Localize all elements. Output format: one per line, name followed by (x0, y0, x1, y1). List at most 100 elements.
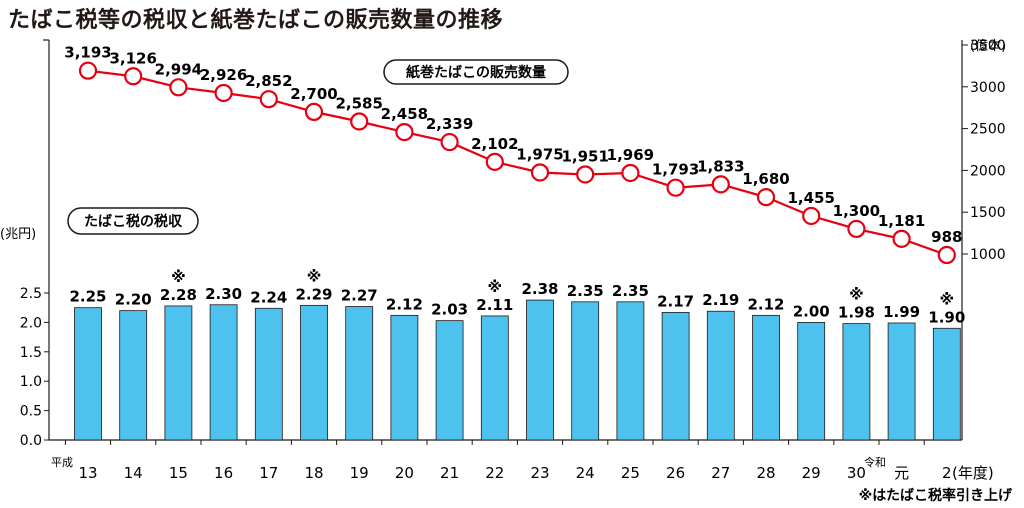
line-point (892, 229, 911, 248)
x-tick-label: 24 (576, 464, 595, 482)
line-point (711, 175, 730, 194)
x-axis-unit: (年度) (952, 464, 994, 482)
x-tick-label: 27 (711, 464, 730, 482)
bar (164, 305, 193, 441)
y-left-tick-label: 1.0 (20, 374, 42, 390)
bar-value-label: 2.27 (341, 287, 378, 305)
bar-value-label: 1.98 (838, 304, 875, 322)
line-value-label: 2,339 (426, 115, 473, 133)
x-tick-label: 18 (304, 464, 323, 482)
bar-value-label: 1.90 (928, 308, 965, 326)
bar (842, 323, 871, 441)
tax-increase-mark: ※ (940, 290, 955, 308)
bar-value-label: 2.12 (747, 295, 784, 313)
line-point (576, 165, 595, 184)
line-point (259, 90, 278, 109)
x-tick-label: 23 (530, 464, 549, 482)
bar-value-label: 2.28 (160, 286, 197, 304)
bar (887, 322, 916, 441)
bar (616, 301, 645, 441)
bar (300, 304, 328, 441)
bar (932, 327, 961, 441)
tax-increase-mark: ※ (307, 267, 322, 285)
bar-series (74, 299, 961, 441)
x-tick-label: 16 (214, 464, 233, 482)
bar-value-label: 2.38 (521, 280, 558, 298)
footnote: ※はたばこ税率引き上げ (859, 487, 1013, 504)
bar (752, 314, 780, 441)
line-point (304, 102, 324, 121)
bar-value-label: 2.12 (386, 295, 423, 313)
x-tick-label: 19 (350, 464, 369, 482)
bar-value-label: 2.35 (612, 282, 649, 300)
line-value-label: 1,181 (878, 212, 925, 230)
y-right-tick-label: 1000 (970, 247, 1006, 263)
bar-value-label: 2.20 (115, 291, 152, 309)
line-value-label: 1,833 (697, 157, 744, 175)
legend-bar: たばこ税の税収 (67, 207, 199, 235)
y-right-unit: (億本) (970, 38, 1006, 54)
bar (797, 321, 826, 441)
y-left-tick-label: 2.5 (20, 286, 42, 302)
x-tick-label: 元 (894, 464, 909, 482)
bar-value-label: 2.35 (567, 282, 604, 300)
bar-value-label: 2.24 (250, 288, 287, 306)
axes: 0.0 0.5 1.0 1.5 2.0 2.5 1000 1500 2000 2500 3000 35… (20, 38, 1006, 482)
y-right-tick-label: 2500 (970, 122, 1006, 138)
line-value-label: 1,969 (607, 146, 654, 164)
bar (119, 310, 148, 441)
line-point (350, 112, 369, 131)
line-value-label: 3,193 (64, 44, 111, 62)
line-point (621, 163, 640, 183)
bar (74, 307, 102, 441)
x-tick-label: 2 (942, 464, 952, 482)
line-value-label: 2,994 (155, 60, 202, 78)
x-tick-label: 13 (78, 464, 97, 482)
line-value-label: 2,700 (290, 85, 337, 103)
bar (435, 320, 464, 441)
legend-line: 紙巻たばこの販売数量 (383, 59, 569, 85)
line-value-label: 2,102 (471, 135, 518, 153)
bar (571, 301, 600, 441)
bar-value-label: 2.11 (476, 296, 513, 314)
y-right-tick-label: 1500 (970, 205, 1006, 221)
line-point (485, 152, 504, 171)
era-heisei: 平成 (51, 456, 73, 469)
y-right-tick-label: 3500 (970, 38, 1006, 54)
line-series (78, 61, 956, 265)
line-point (395, 123, 414, 142)
line-point (214, 83, 233, 103)
y-left-tick-label: 1.5 (20, 345, 42, 361)
line-point (78, 61, 98, 80)
legend-line-label: 紙巻たばこの販売数量 (406, 64, 546, 81)
line-value-label: 1,793 (652, 161, 699, 179)
line-point (847, 219, 866, 239)
line-point (169, 78, 188, 97)
line-value-label: 2,585 (335, 94, 382, 112)
y-left-tick-label: 0.0 (20, 433, 42, 449)
era-reiwa: 令和 (864, 455, 886, 469)
line-value-label: 1,300 (833, 202, 880, 220)
y-right-tick-label: 2000 (970, 163, 1006, 179)
x-tick-label: 22 (485, 464, 504, 482)
bar (390, 314, 419, 441)
line-value-label: 1,680 (742, 170, 789, 188)
line-point (530, 163, 550, 182)
bar (345, 306, 374, 441)
y-left-tick-label: 0.5 (20, 404, 42, 420)
x-tick-label: 29 (802, 464, 821, 482)
bar (661, 312, 690, 441)
x-tick-label: 14 (124, 464, 143, 482)
bar-value-label: 2.19 (702, 291, 739, 309)
line-point (802, 206, 821, 226)
bar (706, 310, 735, 441)
line-point (937, 245, 956, 265)
bar-value-label: 1.99 (883, 303, 920, 321)
tax-increase-mark: ※ (849, 286, 864, 304)
line-value-label: 3,126 (109, 49, 156, 67)
x-tick-label: 17 (259, 464, 278, 482)
line-point (124, 67, 143, 86)
line-value-label: 2,458 (381, 105, 428, 123)
line-value-label: 1,975 (516, 145, 563, 163)
bar-value-label: 2.30 (205, 285, 242, 303)
